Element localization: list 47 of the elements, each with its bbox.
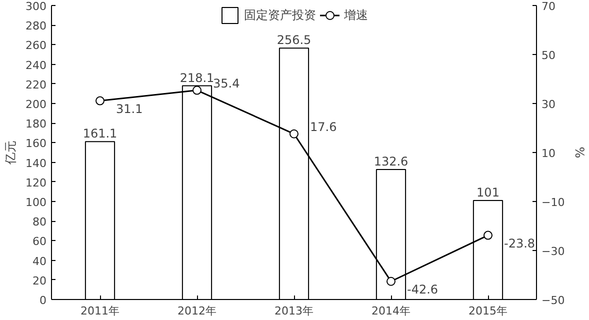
y-tick-label: 220 xyxy=(26,78,47,92)
y-tick-label: 120 xyxy=(26,176,47,190)
data-label: -23.8 xyxy=(504,236,536,250)
y2-tick-label: −50 xyxy=(542,294,565,307)
data-label: 256.5 xyxy=(276,33,312,48)
data-label: 218.1 xyxy=(180,70,214,85)
point xyxy=(192,86,202,95)
legend-label: 增速 xyxy=(344,6,368,24)
y2-tick-label: −10 xyxy=(542,196,565,209)
x-tick-label: 2013年 xyxy=(274,304,314,318)
y2-tick-label: 50 xyxy=(542,49,556,62)
y-tick-label: 60 xyxy=(32,235,47,248)
x-tick-label: 2015年 xyxy=(468,304,508,318)
data-label: 161.1 xyxy=(82,126,118,141)
y-tick-label: 40 xyxy=(32,254,47,268)
y2-tick-label: −30 xyxy=(542,245,565,258)
data-label: -42.6 xyxy=(407,282,438,296)
y-tick-label: 20 xyxy=(32,274,47,288)
y-tick-label: 180 xyxy=(26,118,47,131)
y-tick-label: 280 xyxy=(26,20,47,33)
y-tick-label: 260 xyxy=(26,39,47,52)
point xyxy=(386,276,396,286)
y-tick-label: 0 xyxy=(40,294,46,307)
y-tick-label: 140 xyxy=(26,156,47,170)
x-tick-label: 2014年 xyxy=(372,304,411,318)
y-tick-label: 300 xyxy=(26,0,47,13)
y2-tick-label: 70 xyxy=(542,0,556,13)
data-label: 17.6 xyxy=(310,120,337,134)
data-label: 132.6 xyxy=(374,154,408,169)
x-tick-label: 2012年 xyxy=(178,304,217,318)
y-tick-label: 100 xyxy=(26,196,47,209)
point xyxy=(96,96,104,106)
y2-tick-label: 30 xyxy=(542,98,556,111)
data-label: 101 xyxy=(476,186,500,200)
legend-label: 固定资产投资 xyxy=(244,6,316,24)
point xyxy=(290,129,298,138)
y2-axis-title: % xyxy=(572,146,587,158)
y2-tick-label: 10 xyxy=(542,147,556,160)
y-tick-label: 160 xyxy=(26,137,47,150)
data-label: 31.1 xyxy=(116,102,143,116)
y-tick-label: 240 xyxy=(26,58,47,72)
y-tick-label: 80 xyxy=(32,216,47,229)
point xyxy=(484,230,492,240)
y-axis-title: 亿元 xyxy=(4,140,18,166)
x-tick-label: 2011年 xyxy=(80,304,120,318)
y-tick-label: 200 xyxy=(26,98,47,111)
data-label: 35.4 xyxy=(213,76,240,90)
